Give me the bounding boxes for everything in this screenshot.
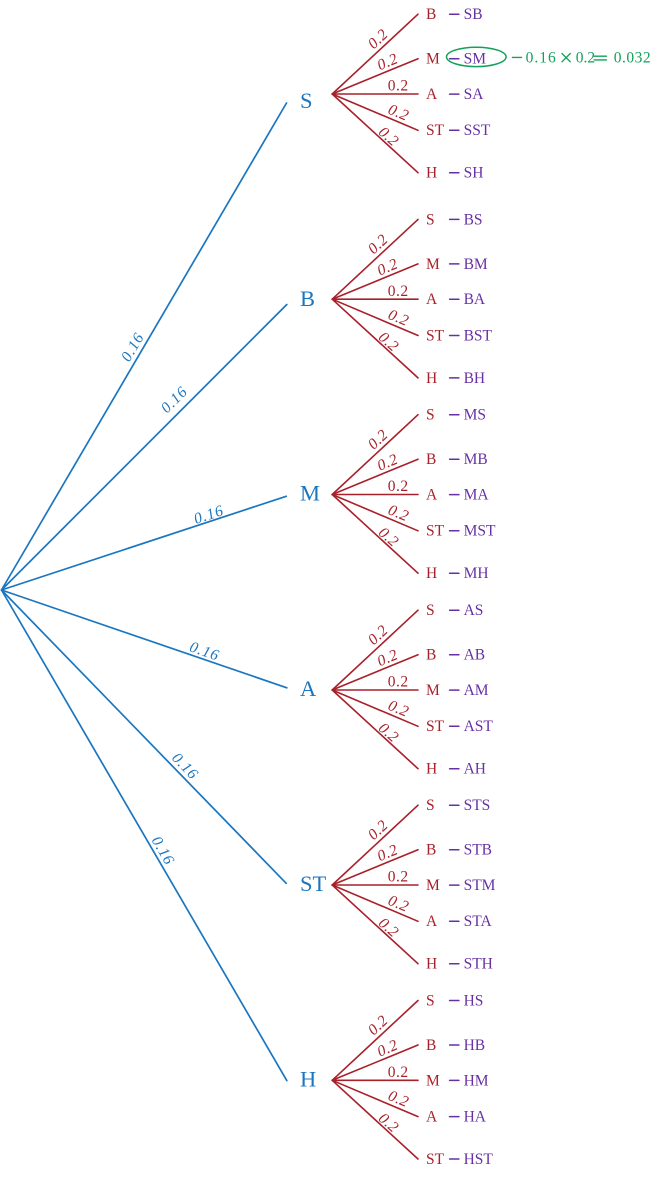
svg-text:AST: AST xyxy=(464,718,494,735)
svg-text:ST: ST xyxy=(426,122,445,139)
svg-text:0.2: 0.2 xyxy=(388,1064,409,1081)
svg-text:B: B xyxy=(300,286,315,311)
svg-text:0.2: 0.2 xyxy=(388,674,409,691)
svg-text:MA: MA xyxy=(464,487,490,504)
svg-text:BST: BST xyxy=(464,327,493,344)
svg-text:AM: AM xyxy=(464,682,489,699)
svg-text:A: A xyxy=(426,291,438,308)
svg-text:AH: AH xyxy=(464,761,486,778)
svg-text:S: S xyxy=(426,602,435,619)
svg-text:S: S xyxy=(426,992,435,1009)
svg-text:HS: HS xyxy=(464,992,484,1009)
svg-text:BA: BA xyxy=(464,291,486,308)
svg-text:ST: ST xyxy=(426,718,445,735)
svg-text:BS: BS xyxy=(464,211,483,228)
svg-text:HB: HB xyxy=(464,1037,486,1054)
svg-text:ST: ST xyxy=(426,1151,445,1168)
svg-text:H: H xyxy=(300,1066,316,1091)
svg-text:SA: SA xyxy=(464,86,485,103)
svg-text:SM: SM xyxy=(464,51,487,68)
svg-text:0.2: 0.2 xyxy=(386,306,412,330)
svg-text:S: S xyxy=(426,797,435,814)
svg-text:0.160.20.032: 0.16 0.2 0.032 xyxy=(526,49,650,66)
svg-text:0.2: 0.2 xyxy=(388,78,409,95)
svg-text:0.2: 0.2 xyxy=(375,451,401,475)
svg-text:B: B xyxy=(426,1037,436,1054)
svg-text:STB: STB xyxy=(464,842,492,859)
svg-text:BM: BM xyxy=(464,256,488,273)
svg-text:0.2: 0.2 xyxy=(386,101,412,125)
svg-text:HA: HA xyxy=(464,1109,487,1126)
svg-text:STM: STM xyxy=(464,877,496,894)
svg-text:BH: BH xyxy=(464,370,486,387)
svg-text:M: M xyxy=(426,51,440,68)
svg-text:M: M xyxy=(426,682,440,699)
svg-text:M: M xyxy=(426,256,440,273)
svg-text:A: A xyxy=(426,487,438,504)
svg-text:H: H xyxy=(426,565,437,582)
svg-text:AB: AB xyxy=(464,647,486,664)
svg-text:0.2: 0.2 xyxy=(375,841,401,865)
svg-text:MB: MB xyxy=(464,451,488,468)
svg-text:ST: ST xyxy=(426,327,445,344)
svg-text:STA: STA xyxy=(464,913,493,930)
svg-text:0.2: 0.2 xyxy=(375,1037,401,1061)
svg-text:SB: SB xyxy=(464,6,483,23)
svg-text:0.2: 0.2 xyxy=(388,478,409,495)
svg-text:S: S xyxy=(426,407,435,424)
svg-text:B: B xyxy=(426,6,436,23)
svg-text:M: M xyxy=(300,481,320,506)
svg-text:B: B xyxy=(426,647,436,664)
svg-text:H: H xyxy=(426,370,437,387)
svg-text:M: M xyxy=(426,1072,440,1089)
svg-text:A: A xyxy=(426,913,438,930)
svg-text:A: A xyxy=(426,86,438,103)
svg-text:0.2: 0.2 xyxy=(388,283,409,300)
svg-text:AS: AS xyxy=(464,602,484,619)
svg-text:0.2: 0.2 xyxy=(375,50,401,74)
svg-text:STS: STS xyxy=(464,797,491,814)
svg-text:0.2: 0.2 xyxy=(386,697,412,721)
svg-text:H: H xyxy=(426,761,437,778)
svg-text:0.2: 0.2 xyxy=(388,869,409,886)
svg-text:B: B xyxy=(426,842,436,859)
svg-text:SH: SH xyxy=(464,165,484,182)
svg-text:S: S xyxy=(300,88,313,113)
svg-text:0.2: 0.2 xyxy=(375,646,401,670)
svg-text:S: S xyxy=(426,211,435,228)
svg-text:MST: MST xyxy=(464,523,496,540)
svg-text:0.2: 0.2 xyxy=(375,255,401,279)
svg-text:0.2: 0.2 xyxy=(386,892,412,916)
svg-text:H: H xyxy=(426,956,437,973)
svg-text:SST: SST xyxy=(464,122,491,139)
svg-text:STH: STH xyxy=(464,956,493,973)
svg-text:B: B xyxy=(426,451,436,468)
svg-text:M: M xyxy=(426,877,440,894)
svg-text:ST: ST xyxy=(300,871,327,896)
svg-text:0.2: 0.2 xyxy=(386,502,412,526)
svg-text:HM: HM xyxy=(464,1072,489,1089)
svg-text:MS: MS xyxy=(464,407,486,424)
svg-text:0.2: 0.2 xyxy=(386,1087,412,1111)
svg-text:HST: HST xyxy=(464,1151,494,1168)
svg-text:MH: MH xyxy=(464,565,489,582)
svg-text:ST: ST xyxy=(426,523,445,540)
svg-text:H: H xyxy=(426,165,437,182)
svg-text:A: A xyxy=(426,1109,438,1126)
svg-text:A: A xyxy=(300,676,317,701)
